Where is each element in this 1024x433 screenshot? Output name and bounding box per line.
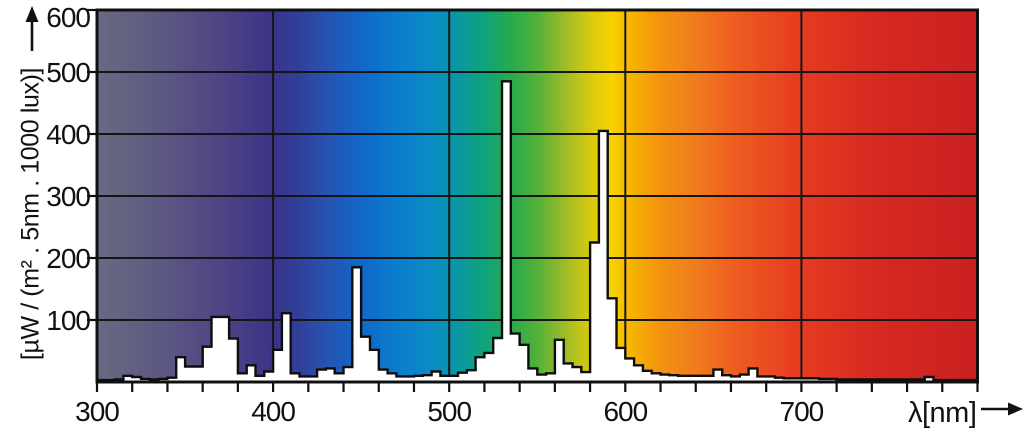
x-tick-label: 400 (251, 396, 295, 427)
y-axis-arrow-icon (25, 6, 39, 51)
tick-labels: 300 400 500 600 700 100 200 300 400 500 600 (46, 2, 824, 427)
x-tick-label: 700 (780, 396, 824, 427)
x-tick-label: 300 (75, 396, 119, 427)
gridlines (97, 10, 978, 382)
x-tick-label: 500 (427, 396, 471, 427)
spectrum-curve (95, 80, 979, 384)
y-tick-label: 100 (46, 305, 90, 336)
x-axis-arrow-icon (981, 402, 1023, 416)
x-tick-label: 600 (603, 396, 647, 427)
y-tick-label: 400 (46, 119, 90, 150)
y-tick-label: 600 (46, 2, 90, 33)
plot-border (95, 8, 979, 384)
y-tick-label: 300 (46, 181, 90, 212)
y-axis-title: [µW / (m² . 5nm . 1000 lux)] (16, 67, 45, 361)
y-tick-label: 500 (46, 57, 90, 88)
x-axis-title: λ[nm] (908, 397, 977, 429)
axis-ticks (87, 8, 979, 392)
y-tick-label: 200 (46, 243, 90, 274)
